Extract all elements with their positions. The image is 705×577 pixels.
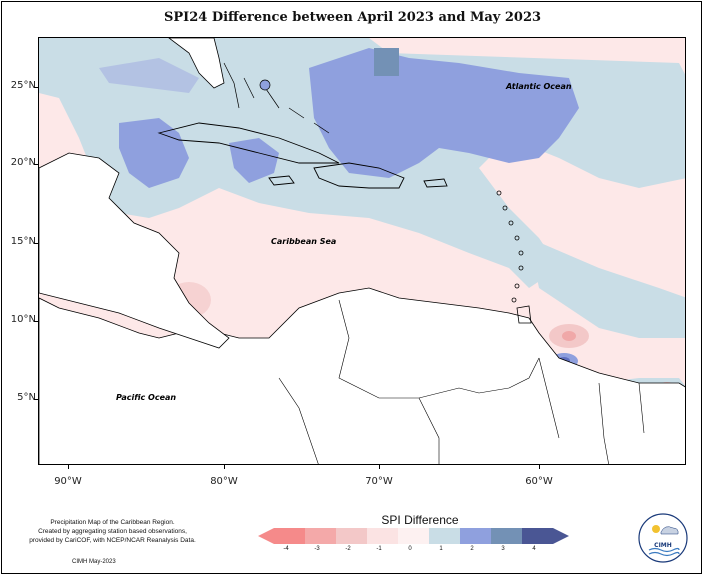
lat-label-5: 5°N — [17, 392, 36, 403]
legend-swatch-p1 — [429, 528, 460, 544]
legend-tick: 1 — [439, 546, 443, 552]
hispaniola-outline — [313, 162, 405, 189]
spi-difference-map — [39, 38, 685, 464]
legend-tick: 0 — [408, 546, 412, 552]
legend-tick: -1 — [376, 546, 382, 552]
cuba-outline — [157, 122, 340, 164]
legend-tick: 4 — [532, 546, 536, 552]
credit-footer: CIMH May-2023 — [72, 559, 116, 565]
dark-blue-patch — [374, 48, 399, 76]
map-panel[interactable] — [38, 37, 686, 465]
legend-swatch-p3 — [491, 528, 522, 544]
lat-label-10: 10°N — [10, 314, 36, 325]
lat-label-20: 20°N — [10, 157, 36, 168]
legend-swatch-m4 — [274, 528, 305, 544]
legend-swatch-m2 — [336, 528, 367, 544]
light-blue-zone-east — [529, 238, 685, 338]
blue-zone-cuba — [229, 138, 279, 183]
lon-label-70: 70°W — [365, 476, 393, 487]
label-pacific-ocean: Pacific Ocean — [116, 393, 177, 402]
lon-tick — [539, 465, 540, 469]
legend-tick: -4 — [283, 546, 289, 552]
bahamas-islands — [223, 62, 330, 134]
lon-tick — [68, 465, 69, 469]
country-borders — [278, 299, 645, 464]
map-title: SPI24 Difference between April 2023 and … — [163, 10, 542, 25]
lon-tick — [379, 465, 380, 469]
jamaica-outline — [268, 175, 295, 186]
legend-tick: -2 — [345, 546, 351, 552]
pink-spot-trinidad-core — [562, 331, 576, 341]
lat-label-25: 25°N — [10, 80, 36, 91]
lon-label-80: 80°W — [210, 476, 238, 487]
legend-tick: 2 — [470, 546, 474, 552]
lon-tick — [224, 465, 225, 469]
legend-swatch-m3 — [305, 528, 336, 544]
label-atlantic-ocean: Atlantic Ocean — [506, 82, 572, 91]
lesser-antilles — [496, 190, 532, 324]
blue-zone-yucatan — [119, 118, 189, 188]
legend-tick: 3 — [501, 546, 505, 552]
blue-zone-gulf — [99, 58, 199, 93]
label-caribbean-sea: Caribbean Sea — [271, 237, 337, 246]
credit-line-1: Precipitation Map of the Caribbean Regio… — [50, 519, 175, 526]
puerto-rico-outline — [423, 178, 448, 188]
lat-label-15: 15°N — [10, 236, 36, 247]
lat-tick — [34, 321, 38, 322]
lat-tick — [34, 164, 38, 165]
logo-text: CIMH — [654, 542, 672, 549]
lat-tick — [34, 399, 38, 400]
cimh-logo-icon — [638, 513, 688, 563]
lon-label-60: 60°W — [525, 476, 553, 487]
legend-arrow-right — [553, 528, 569, 544]
legend-swatch-m1 — [367, 528, 398, 544]
legend-tick: -3 — [314, 546, 320, 552]
florida-land — [168, 38, 225, 89]
legend-colorbar — [258, 528, 569, 544]
legend-swatch-p2 — [460, 528, 491, 544]
lat-tick — [34, 243, 38, 244]
credit-text: Precipitation Map of the Caribbean Regio… — [10, 518, 215, 545]
blue-zone-bahamas — [309, 48, 579, 178]
central-america-land — [39, 152, 230, 349]
lon-label-90: 90°W — [54, 476, 82, 487]
legend-arrow-left — [258, 528, 274, 544]
credit-line-2: Created by aggregating station based obs… — [38, 528, 187, 535]
legend-swatch-p0 — [398, 528, 429, 544]
lat-tick — [34, 87, 38, 88]
credit-line-3: provided by CariCOF, with NCEP/NCAR Rean… — [29, 537, 196, 544]
legend-swatch-p4 — [522, 528, 553, 544]
legend-title: SPI Difference — [381, 513, 459, 527]
